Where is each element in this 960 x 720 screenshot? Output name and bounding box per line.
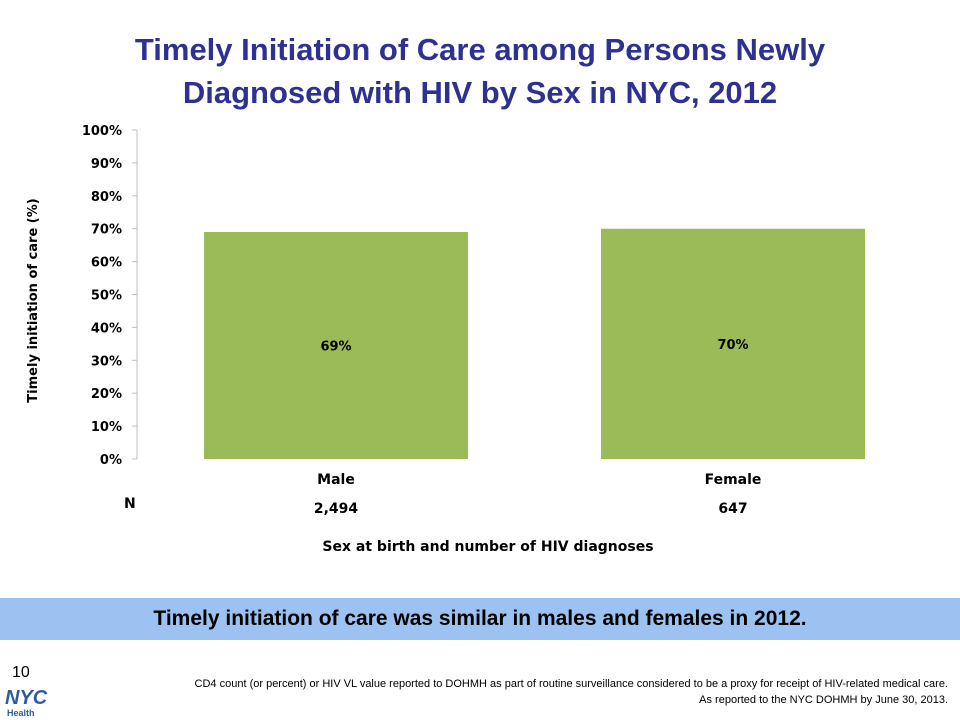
y-tick-label: 50% bbox=[91, 289, 122, 304]
summary-banner: Timely initiation of care was similar in… bbox=[0, 598, 960, 640]
x-category-label: Female bbox=[705, 472, 762, 488]
y-axis-title: Timely initiation of care (%) bbox=[26, 198, 41, 402]
slide-title-line2: Diagnosed with HIV by Sex in NYC, 2012 bbox=[182, 75, 778, 110]
page-number: 10 bbox=[12, 664, 30, 681]
y-tick-label: 70% bbox=[91, 223, 122, 238]
footnote-line2: As reported to the NYC DOHMH by June 30,… bbox=[699, 694, 948, 706]
logo-health-text: Health bbox=[7, 708, 35, 718]
bar-data-label: 70% bbox=[717, 338, 748, 353]
n-value-label: 2,494 bbox=[314, 501, 359, 517]
x-category-label: Male bbox=[317, 472, 355, 488]
logo-nyc-text: NYC bbox=[5, 687, 48, 709]
y-tick-label: 80% bbox=[91, 190, 122, 205]
y-tick-label: 100% bbox=[82, 124, 122, 139]
y-tick-label: 10% bbox=[91, 420, 122, 435]
y-tick-label: 30% bbox=[91, 354, 122, 369]
y-tick-label: 60% bbox=[91, 256, 122, 271]
bar bbox=[601, 228, 865, 459]
y-tick-label: 0% bbox=[100, 453, 122, 468]
footnote-line1: CD4 count (or percent) or HIV VL value r… bbox=[194, 678, 948, 690]
slide-title-line1: Timely Initiation of Care among Persons … bbox=[134, 32, 826, 67]
y-tick-label: 90% bbox=[91, 157, 122, 172]
nyc-health-logo: NYC Health bbox=[5, 687, 48, 718]
n-row-label: N bbox=[124, 496, 136, 512]
n-value-label: 647 bbox=[718, 501, 747, 517]
summary-banner-text: Timely initiation of care was similar in… bbox=[153, 607, 807, 630]
x-axis-title: Sex at birth and number of HIV diagnoses bbox=[322, 539, 653, 555]
slide-title: Timely Initiation of Care among Persons … bbox=[0, 28, 960, 114]
bar bbox=[204, 231, 468, 459]
bar-chart: 0% 10% 20% 30% 40% 50% 60% 70% 80% 90% 100% Timely … bbox=[26, 124, 865, 555]
y-tick-label: 20% bbox=[91, 387, 122, 402]
bar-data-label: 69% bbox=[320, 339, 351, 354]
y-tick-label: 40% bbox=[91, 321, 122, 336]
footnote: CD4 count (or percent) or HIV VL value r… bbox=[195, 676, 948, 708]
